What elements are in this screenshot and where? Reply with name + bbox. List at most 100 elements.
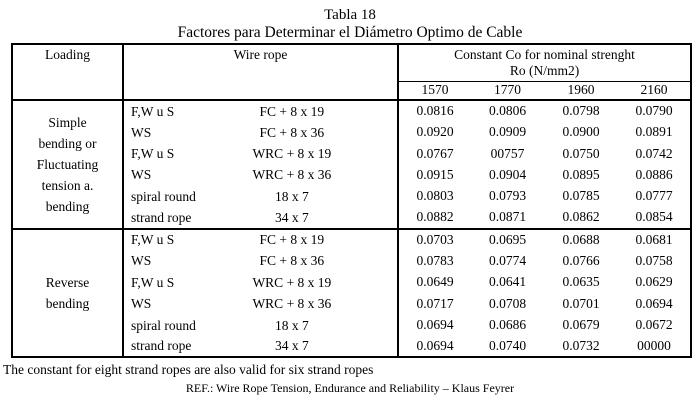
wire-rope-cell: F,W u S FC + 8 x 19 xyxy=(123,227,399,251)
constant-value: 0.0688 xyxy=(544,227,618,251)
constant-value: 0.0708 xyxy=(488,295,527,311)
constant-value: 0.0882 xyxy=(416,209,454,225)
constant-value: 0.0641 xyxy=(488,274,527,290)
constant-value: 0.0679 xyxy=(562,317,600,333)
header-constant-co: Constant Co for nominal strenght xyxy=(454,47,635,62)
table-row: WS WRC + 8 x 36 0.0717 0.0708 0.0701 0.0694 xyxy=(12,292,691,315)
wire-rope-cell: strand rope 34 x 7 xyxy=(123,335,399,358)
constant-value: 0.0777 xyxy=(635,188,673,204)
constant-value: 0.0767 xyxy=(416,145,454,161)
constant-value: 0.0862 xyxy=(562,209,600,225)
constant-value: 0.0635 xyxy=(562,274,600,290)
rope-core-label: spiral round xyxy=(131,317,196,333)
cable-factors-table: Loading Wire rope Constant Co for nomina… xyxy=(11,43,693,359)
constant-value: 0.0695 xyxy=(471,227,544,251)
constant-value: 0.0774 xyxy=(488,252,527,268)
footnote: The constant for eight strand ropes are … xyxy=(3,362,374,378)
wire-rope-cell: WS WRC + 8 x 36 xyxy=(123,164,399,186)
rope-construction-label: WRC + 8 x 36 xyxy=(252,296,332,312)
rope-core-label: strand rope xyxy=(131,338,192,354)
reference: REF.: Wire Rope Tension, Endurance and R… xyxy=(185,381,515,396)
table-body: Simple bending or Fluctuating tension a.… xyxy=(12,100,692,358)
constant-value: 0.0806 xyxy=(488,103,527,119)
constant-value: 0.0904 xyxy=(488,167,527,183)
table-row: Simple bending or Fluctuating tension a.… xyxy=(12,100,691,229)
rope-core-label: F,W u S xyxy=(131,274,175,290)
wire-rope-cell: strand rope 34 x 7 xyxy=(123,207,399,229)
constant-value: 0.0886 xyxy=(635,167,673,183)
header-wire-rope: Wire rope xyxy=(123,44,399,101)
constant-value: 0.0766 xyxy=(562,252,600,268)
rope-construction-label: 18 x 7 xyxy=(275,188,309,204)
constant-value: 0.0783 xyxy=(416,252,454,268)
header-row-2: Ro (N/mm2) xyxy=(12,63,692,82)
constant-value: 0.0798 xyxy=(562,103,600,119)
rope-core-label: F,W u S xyxy=(131,146,175,162)
constant-value: 0.0854 xyxy=(635,209,673,225)
rope-construction-label: FC + 8 x 19 xyxy=(259,232,325,248)
constant-value: 0.0803 xyxy=(416,188,454,204)
constant-value: 0.0701 xyxy=(562,295,600,311)
table-row: F,W u S WRC + 8 x 19 0.0649 0.0641 0.0635 0.0… xyxy=(12,271,691,293)
constant-value: 0.0686 xyxy=(488,317,527,333)
table-row: WS FC + 8 x 36 0.0783 0.0774 0.0766 0.0758 xyxy=(12,250,691,272)
wire-rope-cell: F,W u S WRC + 8 x 19 xyxy=(123,142,399,165)
rope-construction-label: FC + 8 x 36 xyxy=(259,124,325,140)
rope-core-label: F,W u S xyxy=(131,232,175,248)
constant-value: 00757 xyxy=(490,145,525,161)
rope-core-label: WS xyxy=(131,296,152,312)
constant-value: 0.0891 xyxy=(635,124,673,140)
constant-value: 0.0629 xyxy=(635,274,673,290)
header-strength-value: 1570 xyxy=(398,81,471,101)
table-row: WS FC + 8 x 36 0.0920 0.0909 0.0900 0.0891 xyxy=(12,121,691,143)
constant-value: 0.0793 xyxy=(488,188,527,204)
table-row: F,W u S WRC + 8 x 19 0.0767 00757 0.0750 0.07… xyxy=(12,142,691,165)
constant-value: 0.0732 xyxy=(562,338,600,354)
constant-value: 0.0816 xyxy=(416,103,454,119)
constant-value: 0.0785 xyxy=(562,188,600,204)
wire-rope-cell: F,W u S WRC + 8 x 19 xyxy=(123,271,399,293)
constant-value: 0.0672 xyxy=(635,317,673,333)
rope-construction-label: WRC + 8 x 19 xyxy=(252,146,332,162)
constant-value: 0.0703 xyxy=(398,227,471,251)
rope-construction-label: WRC + 8 x 36 xyxy=(252,167,332,183)
constant-value: 0.0790 xyxy=(635,103,673,119)
constant-value: 0.0920 xyxy=(416,124,454,140)
rope-core-label: WS xyxy=(131,253,152,269)
constant-value: 0.0740 xyxy=(488,338,527,354)
rope-core-label: F,W u S xyxy=(131,103,175,119)
loading-group-label: Reverse bending xyxy=(12,227,124,358)
constant-value: 0.0694 xyxy=(416,338,454,354)
rope-construction-label: FC + 8 x 19 xyxy=(259,103,325,119)
wire-rope-cell: spiral round 18 x 7 xyxy=(123,314,399,336)
wire-rope-cell: WS FC + 8 x 36 xyxy=(123,121,399,143)
constant-value: 0.0758 xyxy=(635,252,673,268)
constant-value: 00000 xyxy=(637,338,671,354)
constant-value: 0.0871 xyxy=(488,209,527,225)
constant-value: 0.0694 xyxy=(416,317,454,333)
table-number-title: Tabla 18 xyxy=(324,7,376,23)
rope-construction-label: 34 x 7 xyxy=(275,209,309,225)
table-title: Factores para Determinar el Diámetro Opt… xyxy=(177,24,523,41)
constant-value: 0.0742 xyxy=(635,145,673,161)
constant-value: 0.0895 xyxy=(562,167,600,183)
wire-rope-cell: WS FC + 8 x 36 xyxy=(123,250,399,272)
table-row: strand rope 34 x 7 0.0882 0.0871 0.0862 0.085… xyxy=(12,207,691,229)
rope-core-label: strand rope xyxy=(131,209,192,225)
rope-core-label: WS xyxy=(131,124,152,140)
wire-rope-cell: WS WRC + 8 x 36 xyxy=(123,292,399,315)
header-ro-units: Ro (N/mm2) xyxy=(398,63,692,82)
rope-construction-label: 18 x 7 xyxy=(275,317,309,333)
header-row-strengths: 1570 1770 1960 2160 xyxy=(12,81,692,101)
table-row: WS WRC + 8 x 36 0.0915 0.0904 0.0895 0.0886 xyxy=(12,164,691,186)
rope-core-label: spiral round xyxy=(131,188,196,204)
constant-value: 0.0649 xyxy=(416,274,454,290)
constant-value: 0.0909 xyxy=(488,124,527,140)
table-header: Loading Wire rope Constant Co for nomina… xyxy=(12,44,692,101)
table-row: Reverse bending F,W u S FC + 8 x 19 0.0703 0… xyxy=(12,227,692,358)
rope-construction-label: WRC + 8 x 19 xyxy=(252,274,332,290)
constant-value: 0.0750 xyxy=(562,145,600,161)
wire-rope-cell: F,W u S FC + 8 x 19 xyxy=(123,100,399,122)
header-strength-value: 2160 xyxy=(618,81,692,101)
